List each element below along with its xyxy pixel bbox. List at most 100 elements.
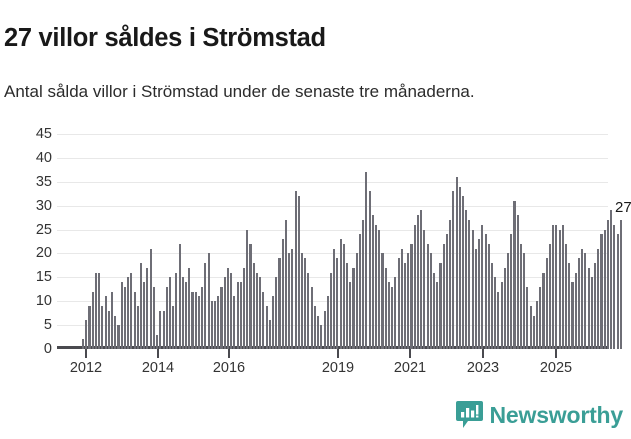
bar [339, 239, 342, 349]
bar [510, 234, 513, 349]
page-title: 27 villor såldes i Strömstad [4, 24, 326, 53]
bar [507, 253, 510, 349]
bar [123, 286, 126, 349]
bar [481, 224, 484, 349]
bar [107, 310, 110, 349]
bar [439, 263, 442, 349]
gridline [57, 277, 608, 279]
bar [532, 315, 535, 349]
x-axis-tick-mark [85, 349, 87, 358]
bar [127, 277, 130, 349]
x-axis-tick-mark [157, 349, 159, 358]
bar [478, 239, 481, 349]
bar [542, 272, 545, 349]
bar [342, 243, 345, 349]
bar [442, 243, 445, 349]
bar [362, 220, 365, 349]
bar [239, 282, 242, 349]
bar [94, 272, 97, 349]
bar [391, 286, 394, 349]
bar [465, 210, 468, 349]
bar [375, 224, 378, 349]
bar [143, 282, 146, 349]
bar [429, 253, 432, 349]
bar [494, 277, 497, 349]
bar [310, 286, 313, 349]
bar [455, 177, 458, 349]
bar [304, 258, 307, 349]
bar [584, 253, 587, 349]
bar [214, 301, 217, 349]
bar [590, 277, 593, 349]
bar [191, 291, 194, 349]
bar [568, 263, 571, 349]
bar [365, 172, 368, 349]
x-axis-tick-mark [228, 349, 230, 358]
bar [178, 243, 181, 349]
bar [110, 291, 114, 349]
bar [610, 210, 613, 349]
bar [185, 282, 188, 349]
bar [262, 291, 265, 349]
gridline [57, 301, 608, 303]
bar [204, 263, 207, 349]
bar [220, 286, 223, 349]
bar [371, 215, 374, 349]
bar [233, 296, 236, 349]
bar [271, 296, 275, 349]
bar [519, 243, 522, 349]
bar [230, 272, 233, 349]
bar [175, 272, 178, 349]
bar [101, 306, 104, 349]
bar [168, 277, 172, 349]
bar [297, 196, 300, 349]
gridline [57, 134, 608, 135]
gridline [57, 325, 608, 327]
bar [603, 229, 606, 349]
bar [616, 234, 619, 349]
bar [136, 306, 139, 349]
bar [152, 286, 155, 349]
x-axis-tick-label: 2016 [212, 360, 246, 376]
plot-area: 27 [57, 134, 631, 349]
bar [368, 191, 371, 349]
footer: Newsworthy [0, 398, 631, 439]
y-axis-tick-label: 5 [43, 316, 52, 333]
bar [156, 334, 159, 349]
bar [420, 210, 423, 349]
bar [400, 248, 403, 349]
x-axis-tick-label: 2014 [141, 360, 175, 376]
bar [252, 263, 255, 349]
bar [336, 258, 339, 349]
newsworthy-logo[interactable]: Newsworthy [455, 401, 623, 429]
bar [529, 306, 532, 349]
bar [432, 272, 436, 349]
bar [565, 243, 568, 349]
bar [497, 291, 500, 349]
bar [558, 229, 561, 349]
bar [423, 229, 426, 349]
bar [471, 229, 474, 349]
y-axis-tick-label: 10 [35, 292, 52, 309]
bar [307, 272, 310, 349]
bar [165, 286, 168, 349]
bar [268, 320, 271, 349]
bar [436, 282, 439, 349]
y-axis-tick-label: 15 [35, 269, 52, 286]
bar [300, 253, 304, 349]
bar [278, 258, 281, 349]
bar [426, 243, 429, 349]
bar [606, 220, 609, 349]
y-axis-tick-label: 30 [35, 197, 52, 214]
bar [581, 248, 584, 349]
bar [593, 263, 597, 349]
bar [255, 272, 258, 349]
highlight-value-label: 27 [615, 199, 631, 216]
chart-subtitle: Antal sålda villor i Strömstad under de … [4, 82, 475, 101]
bar [329, 272, 333, 349]
bar [88, 306, 91, 349]
bar [226, 267, 229, 349]
bar [381, 253, 384, 349]
bar [378, 229, 381, 349]
